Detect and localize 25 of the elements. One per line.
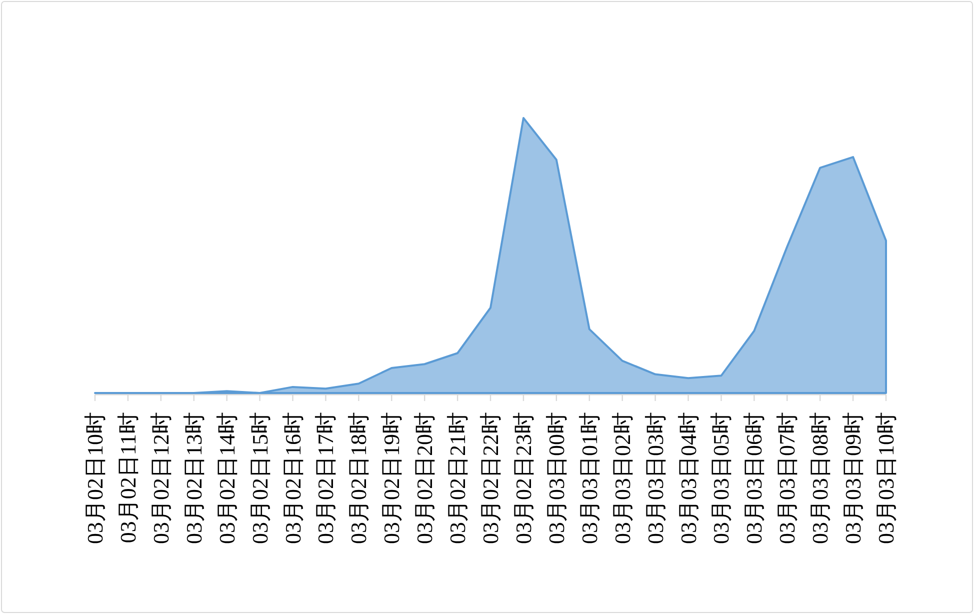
x-tick-label: 03月02日10时 <box>82 412 108 544</box>
x-tick-label: 03月03日01时 <box>576 412 602 544</box>
x-tick-label: 03月02日18时 <box>346 412 372 544</box>
x-tick-label: 03月02日11时 <box>115 412 140 544</box>
x-tick-label: 03月02日12时 <box>148 412 174 544</box>
x-tick-label: 03月03日07时 <box>774 412 800 544</box>
x-tick-label: 03月03日03时 <box>642 412 668 544</box>
x-tick-label: 03月02日23时 <box>510 412 536 544</box>
x-tick-label: 03月03日00时 <box>544 412 569 544</box>
x-tick-label: 03月02日13时 <box>181 412 206 544</box>
x-tick-label: 03月02日14时 <box>214 412 240 544</box>
x-tick-label: 03月03日10时 <box>874 412 898 544</box>
x-tick-label: 03月02日20时 <box>412 412 438 544</box>
x-tick-label: 03月03日08时 <box>808 412 833 544</box>
x-tick-label: 03月03日09时 <box>840 412 866 544</box>
x-tick-label: 03月02日17时 <box>313 412 338 544</box>
x-tick-label: 03月03日06时 <box>742 412 767 544</box>
x-tick-label: 03月02日21时 <box>445 412 470 544</box>
x-tick-label: 03月02日22时 <box>478 412 503 544</box>
x-tick-label: 03月03日04时 <box>676 412 701 544</box>
x-tick-label: 03月02日19时 <box>379 412 404 544</box>
x-tick-label: 03月02日15时 <box>247 412 272 544</box>
x-tick-label: 03月02日16时 <box>280 412 306 544</box>
x-tick-label: 03月03日05时 <box>708 412 734 544</box>
x-tick-label: 03月03日02时 <box>610 412 635 544</box>
